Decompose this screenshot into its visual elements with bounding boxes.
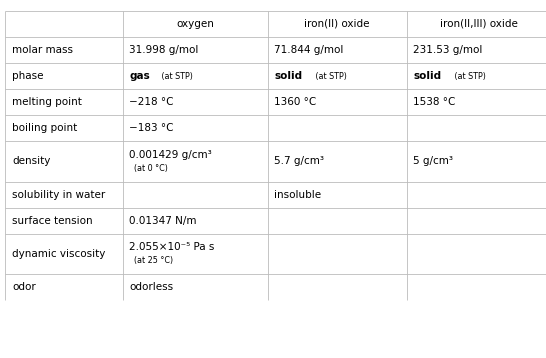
Text: solid: solid (413, 71, 442, 81)
Text: 0.001429 g/cm³: 0.001429 g/cm³ (129, 150, 212, 160)
Text: −218 °C: −218 °C (129, 97, 174, 107)
Text: insoluble: insoluble (274, 190, 321, 199)
Text: (at STP): (at STP) (313, 72, 347, 81)
Text: 5 g/cm³: 5 g/cm³ (413, 156, 453, 166)
Text: 1360 °C: 1360 °C (274, 97, 316, 107)
Text: (at STP): (at STP) (159, 72, 193, 81)
Text: dynamic viscosity: dynamic viscosity (12, 249, 105, 259)
Text: −183 °C: −183 °C (129, 124, 174, 133)
Text: iron(II) oxide: iron(II) oxide (305, 19, 370, 29)
Text: gas: gas (129, 71, 150, 81)
Text: phase: phase (12, 71, 44, 81)
Text: 0.01347 N/m: 0.01347 N/m (129, 216, 197, 226)
Text: 5.7 g/cm³: 5.7 g/cm³ (274, 156, 324, 166)
Text: molar mass: molar mass (12, 45, 73, 55)
Text: (at 0 °C): (at 0 °C) (134, 164, 168, 173)
Text: boiling point: boiling point (12, 124, 78, 133)
Text: (at 25 °C): (at 25 °C) (134, 256, 173, 265)
Text: solubility in water: solubility in water (12, 190, 105, 199)
Text: 231.53 g/mol: 231.53 g/mol (413, 45, 483, 55)
Text: odorless: odorless (129, 282, 174, 292)
Text: (at STP): (at STP) (452, 72, 486, 81)
Text: melting point: melting point (12, 97, 82, 107)
Text: 1538 °C: 1538 °C (413, 97, 456, 107)
Text: odor: odor (12, 282, 35, 292)
Text: 31.998 g/mol: 31.998 g/mol (129, 45, 199, 55)
Text: 2.055×10⁻⁵ Pa s: 2.055×10⁻⁵ Pa s (129, 242, 215, 252)
Text: 71.844 g/mol: 71.844 g/mol (274, 45, 343, 55)
Text: surface tension: surface tension (12, 216, 93, 226)
Text: oxygen: oxygen (176, 19, 214, 29)
Text: solid: solid (274, 71, 302, 81)
Text: iron(II,III) oxide: iron(II,III) oxide (440, 19, 518, 29)
Text: density: density (12, 156, 50, 166)
